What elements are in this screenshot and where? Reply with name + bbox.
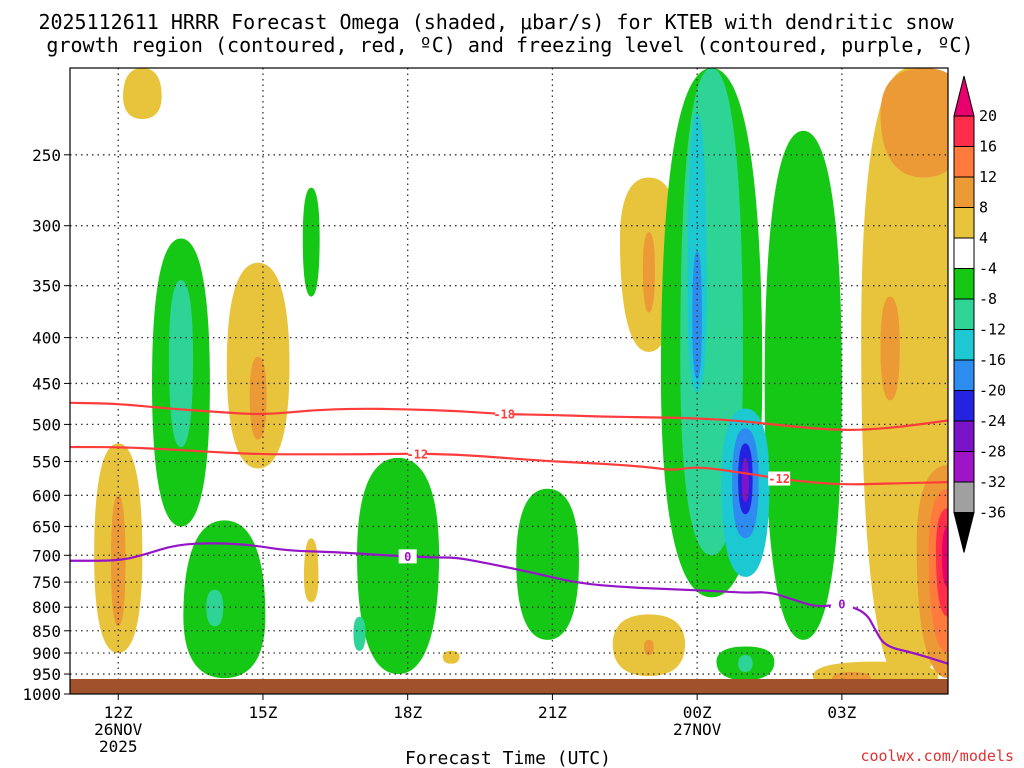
colorbar-label-12: 12 (979, 168, 997, 186)
contour-label-0: 0 (404, 550, 411, 564)
pressure-gridlines (70, 68, 948, 694)
colorbar-label--20: -20 (979, 382, 1006, 400)
colorbar-bin-8_to_12 (953, 176, 975, 208)
y-tick-label-900: 900 (32, 644, 61, 663)
y-tick-label-300: 300 (32, 217, 61, 236)
omega-region-orange-column-23z (642, 232, 655, 313)
contour-label-bg-0-b (830, 596, 853, 611)
colorbar-label--16: -16 (979, 351, 1006, 369)
omega-region-green-tail-02z (764, 130, 842, 640)
colorbar-label--28: -28 (979, 443, 1006, 461)
colorbar: 20 16 12 8 4 -4 -8 -12 -16 -20 -24 -28 -32 -36 (953, 75, 1006, 553)
contour-label-bg--18 (495, 407, 514, 422)
omega-region-yellow-thin-16z (303, 538, 319, 603)
x-tick-label-00Z: 00Z (683, 703, 712, 722)
y-tick-label-750: 750 (32, 573, 61, 592)
y-tick-label-500: 500 (32, 415, 61, 434)
omega-region-orange-right-top (880, 68, 948, 178)
temperature-contours: -18 -12 0 -12 0 (70, 401, 948, 665)
colorbar-bin--32_to_-28 (953, 451, 975, 483)
y-tick-label-600: 600 (32, 486, 61, 505)
y-axis: 250 300 350 400 450 500 550 600 650 700 750 800 850 9… (22, 146, 70, 704)
colorbar-bin--8_to_-4 (953, 268, 975, 300)
omega-shading (94, 68, 948, 691)
colorbar-label--36: -36 (979, 504, 1006, 522)
colorbar-bin--20_to_-16 (953, 359, 975, 391)
omega-region-blue-column-00z (692, 250, 702, 380)
colorbar-bin--12_to_-8 (953, 298, 975, 330)
chart-title-line2: growth region (contoured, red, ºC) and f… (46, 33, 973, 57)
omega-region-green-low-14z (183, 520, 266, 679)
y-tick-label-400: 400 (32, 329, 61, 348)
plot-frame (69, 67, 949, 695)
x-tick-label-2025: 2025 (99, 737, 138, 756)
x-tick-label-03Z: 03Z (827, 703, 856, 722)
colorbar-label--32: -32 (979, 473, 1006, 491)
colorbar-bin--4_to_4 (953, 237, 975, 269)
colorbar-bin--24_to_-20 (953, 390, 975, 422)
colorbar-bin-4_to_8 (953, 207, 975, 239)
omega-region-green-column-21z (516, 488, 579, 640)
colorbar-bin--36_to_-32 (953, 481, 975, 513)
omega-region-purple-core-01z (741, 457, 750, 502)
credit-text: coolwx.com/models (860, 747, 1014, 765)
omega-region-orange-right-mid (880, 296, 900, 401)
y-tick-label-550: 550 (32, 452, 61, 471)
y-tick-label-1000: 1000 (22, 685, 61, 704)
colorbar-bin--28_to_-24 (953, 420, 975, 452)
colorbar-bin--16_to_-12 (953, 329, 975, 361)
x-axis-title: Forecast Time (UTC) (405, 748, 611, 768)
contour-label-0-b: 0 (838, 597, 845, 611)
y-tick-label-800: 800 (32, 598, 61, 617)
colorbar-label--12: -12 (979, 321, 1006, 339)
contour-label-bg--12-b (768, 471, 791, 486)
x-tick-label-15Z: 15Z (249, 703, 278, 722)
y-tick-label-250: 250 (32, 146, 61, 165)
colorbar-label--4: -4 (979, 260, 997, 278)
colorbar-label-4: 4 (979, 229, 988, 247)
x-tick-label-18Z: 18Z (393, 703, 422, 722)
y-tick-label-700: 700 (32, 546, 61, 565)
x-tick-label-12Z: 12Z (104, 703, 133, 722)
colorbar-bin-12_to_16 (953, 146, 975, 178)
contour-label--18: -18 (493, 408, 515, 422)
ground-surface (70, 679, 948, 694)
colorbar-label-20: 20 (979, 107, 997, 125)
chart-title-line1: 2025112611 HRRR Forecast Omega (shaded, … (38, 10, 954, 34)
colorbar-label--24: -24 (979, 412, 1006, 430)
omega-region-green-thin-16z (302, 187, 320, 297)
contour-label-bg-0 (398, 549, 417, 564)
x-tick-label-26NOV: 26NOV (94, 720, 143, 739)
omega-region-teal-dot-01z (738, 655, 753, 672)
y-tick-label-650: 650 (32, 517, 61, 536)
contour-label--12: -12 (406, 447, 428, 461)
omega-region-teal-column-17z (353, 616, 366, 651)
contour-line--18 (70, 401, 948, 431)
colorbar-label-8: 8 (979, 199, 988, 217)
contour-label--12-b: -12 (768, 472, 790, 486)
omega-region-teal-low-14z (206, 589, 224, 627)
y-tick-label-850: 850 (32, 622, 61, 641)
omega-region-orange-low-23z (644, 639, 654, 656)
colorbar-bin-16_to_20 (953, 115, 975, 147)
contour-label-bg--12 (408, 446, 427, 461)
colorbar-bin-above-20 (953, 75, 975, 117)
omega-region-magenta-right-low (941, 526, 948, 588)
colorbar-label--8: -8 (979, 290, 997, 308)
colorbar-label-16: 16 (979, 138, 997, 156)
omega-region-yellow-top-left (123, 68, 162, 119)
x-tick-label-21Z: 21Z (538, 703, 567, 722)
y-tick-label-350: 350 (32, 277, 61, 296)
omega-region-green-column-17z (357, 457, 440, 675)
y-tick-label-950: 950 (32, 665, 61, 684)
colorbar-bin-below--36 (953, 512, 975, 553)
omega-region-teal-column-13z (168, 280, 194, 448)
x-tick-label-27NOV: 27NOV (673, 720, 722, 739)
y-tick-label-450: 450 (32, 374, 61, 393)
omega-region-orange-column-14z (249, 356, 267, 440)
omega-region-yellow-dot-19z (442, 650, 460, 664)
